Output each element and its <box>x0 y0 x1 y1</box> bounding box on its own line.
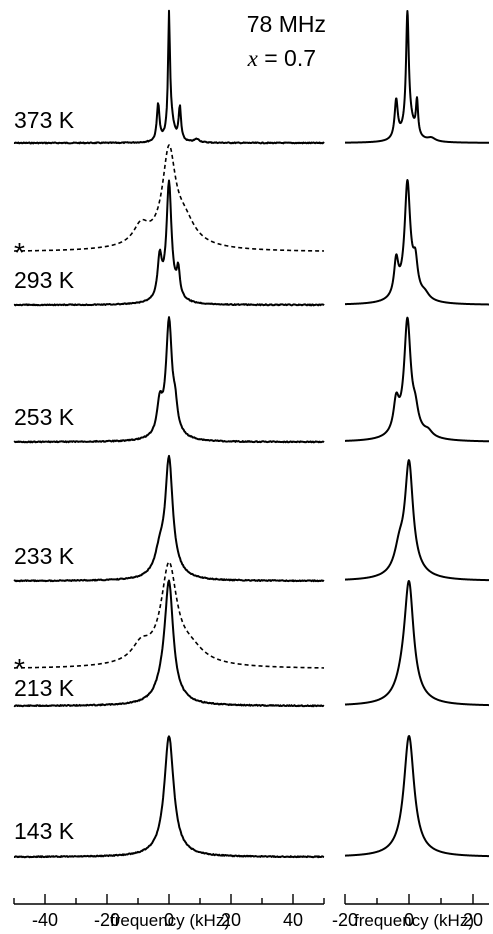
experimental-trace-1 <box>13 179 325 307</box>
simulated-trace-4 <box>344 579 490 707</box>
dashed-trace-4 <box>13 561 325 669</box>
left-tick-label: 40 <box>283 910 303 930</box>
experimental-trace-4 <box>13 579 325 708</box>
right-axis-label: frequency (kHz) <box>354 911 474 930</box>
experimental-trace-2 <box>13 316 325 444</box>
temperature-label: 373 K <box>14 107 75 133</box>
temperature-label: 213 K <box>14 675 75 701</box>
temperature-label: 293 K <box>14 267 75 293</box>
temperature-label: 253 K <box>14 404 75 430</box>
composition-value: = 0.7 <box>258 45 316 71</box>
simulated-trace-1 <box>344 179 490 306</box>
temperature-label: 143 K <box>14 818 75 844</box>
dashed-trace-1 <box>13 144 325 252</box>
right-tick-label: 0 <box>404 910 414 930</box>
temperature-label: 233 K <box>14 543 75 569</box>
left-tick-label: 0 <box>164 910 174 930</box>
simulated-trace-5 <box>344 735 490 858</box>
simulated-trace-3 <box>344 459 490 582</box>
composition-variable: x <box>247 46 259 71</box>
spectra-traces <box>13 9 490 859</box>
left-axis-label: frequency (kHz) <box>110 911 230 930</box>
left-tick-label: -40 <box>32 910 58 930</box>
composition-label: x = 0.7 <box>247 45 316 71</box>
field-frequency-label: 78 MHz <box>247 11 326 37</box>
right-tick-label: 20 <box>463 910 483 930</box>
left-tick-label: 20 <box>221 910 241 930</box>
right-tick-label: -20 <box>332 910 358 930</box>
simulated-trace-0 <box>344 10 490 144</box>
star-marker: * <box>14 237 25 268</box>
experimental-trace-5 <box>13 735 325 859</box>
experimental-trace-0 <box>13 9 325 145</box>
left-tick-label: -20 <box>94 910 120 930</box>
simulated-trace-2 <box>344 316 490 443</box>
star-marker: * <box>14 653 25 684</box>
field-annotation: 78 MHz x = 0.7 <box>247 11 326 71</box>
experimental-trace-3 <box>13 454 325 583</box>
